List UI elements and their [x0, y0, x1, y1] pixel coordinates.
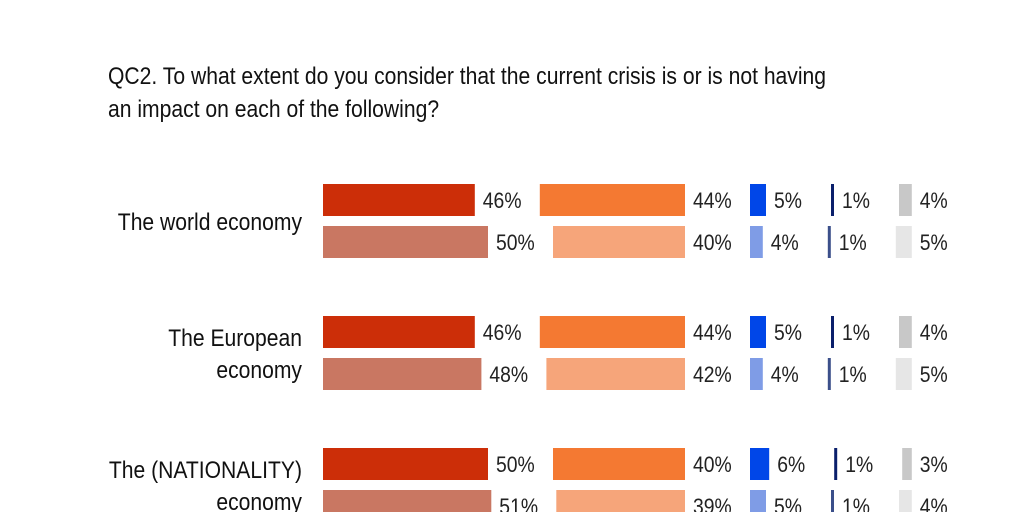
bar-segment	[750, 226, 763, 258]
bar-segment	[899, 316, 912, 348]
data-label: 48%	[489, 363, 528, 387]
data-label: 4%	[920, 189, 948, 213]
data-label: 5%	[920, 363, 948, 387]
data-label: 4%	[920, 321, 948, 345]
category-label: economy	[216, 357, 302, 384]
bar-segment	[831, 490, 834, 512]
bar-segment	[895, 358, 912, 390]
bar-segment	[323, 226, 488, 258]
bar-segment	[899, 184, 912, 216]
bar-segment	[323, 358, 482, 390]
bar-segment	[323, 490, 492, 512]
data-label: 1%	[839, 231, 867, 255]
category-label: The world economy	[118, 209, 303, 236]
bar-segment	[899, 490, 912, 512]
data-label: 5%	[774, 189, 802, 213]
data-label: 4%	[771, 231, 799, 255]
bar-segment	[323, 448, 488, 480]
bar-segment	[750, 316, 766, 348]
data-label: 5%	[774, 495, 802, 512]
data-label: 40%	[693, 231, 732, 255]
bar-segment	[831, 316, 834, 348]
data-label: 46%	[483, 321, 522, 345]
bar-segment	[539, 184, 685, 216]
data-label: 6%	[777, 453, 805, 477]
data-label: 5%	[774, 321, 802, 345]
data-label: 44%	[693, 321, 732, 345]
category-label: economy	[216, 489, 302, 512]
bar-segment	[750, 358, 763, 390]
bar-segment	[750, 490, 766, 512]
bar-segment	[827, 226, 831, 258]
data-label: 5%	[920, 231, 948, 255]
data-label: 1%	[845, 453, 873, 477]
data-label: 3%	[920, 453, 948, 477]
data-label: 50%	[496, 231, 535, 255]
bar-segment	[556, 490, 685, 512]
bar-segment	[539, 316, 685, 348]
data-label: 40%	[693, 453, 732, 477]
data-label: 44%	[693, 189, 732, 213]
bar-segment	[750, 184, 766, 216]
data-label: 4%	[920, 495, 948, 512]
bar-segment	[827, 358, 831, 390]
category-label: The European	[168, 325, 302, 352]
data-label: 1%	[842, 189, 870, 213]
data-label: 1%	[839, 363, 867, 387]
bar-segment	[902, 448, 912, 480]
category-label: The (NATIONALITY)	[109, 457, 302, 484]
bar-segment	[895, 226, 912, 258]
data-label: 1%	[842, 321, 870, 345]
bar-segment	[553, 226, 685, 258]
bar-segment	[750, 448, 770, 480]
data-label: 46%	[483, 189, 522, 213]
data-label: 4%	[771, 363, 799, 387]
chart-title: QC2. To what extent do you consider that…	[108, 63, 827, 123]
bar-segment	[323, 316, 475, 348]
data-label: 39%	[693, 495, 732, 512]
bar-segment	[546, 358, 685, 390]
data-label: 51%	[499, 495, 538, 512]
bar-segment	[834, 448, 838, 480]
bar-segment	[553, 448, 685, 480]
data-label: 1%	[842, 495, 870, 512]
bar-segment	[831, 184, 834, 216]
data-label: 42%	[693, 363, 732, 387]
data-label: 50%	[496, 453, 535, 477]
bar-segment	[323, 184, 475, 216]
